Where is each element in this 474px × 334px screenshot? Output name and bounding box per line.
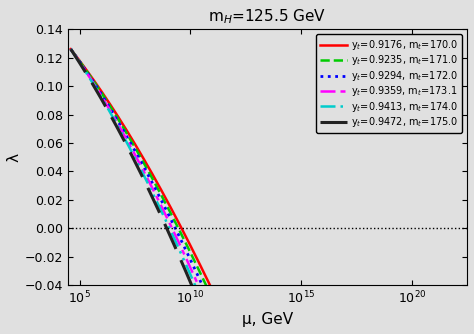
y$_t$=0.9472, m$_t$=175.0 [157, 212, 163, 216]
y$_t$=0.9235, m$_t$=171.0 [162, 199, 167, 203]
y$_t$=0.9472, m$_t$=175.0 [162, 221, 167, 225]
Line: y$_t$=0.9472, m$_t$=175.0: y$_t$=0.9472, m$_t$=175.0 [71, 49, 456, 334]
y$_t$=0.9359, m$_t$=173.1 [157, 202, 163, 206]
y$_t$=0.9176, m$_t$=170.0 [162, 194, 167, 198]
y$_t$=0.9472, m$_t$=175.0 [68, 47, 73, 51]
y$_t$=0.9413, m$_t$=174.0 [68, 47, 73, 51]
y$_t$=0.9359, m$_t$=173.1 [68, 47, 73, 51]
y$_t$=0.9235, m$_t$=171.0 [160, 195, 165, 199]
y$_t$=0.9235, m$_t$=171.0 [213, 305, 219, 309]
Line: y$_t$=0.9176, m$_t$=170.0: y$_t$=0.9176, m$_t$=170.0 [71, 49, 456, 334]
Legend: y$_t$=0.9176, m$_t$=170.0, y$_t$=0.9235, m$_t$=171.0, y$_t$=0.9294, m$_t$=172.0,: y$_t$=0.9176, m$_t$=170.0, y$_t$=0.9235,… [316, 34, 462, 133]
y$_t$=0.9176, m$_t$=170.0 [213, 296, 219, 300]
y$_t$=0.9359, m$_t$=173.1 [160, 206, 165, 210]
y$_t$=0.9294, m$_t$=172.0 [157, 196, 163, 200]
y$_t$=0.9413, m$_t$=174.0 [213, 332, 219, 334]
y$_t$=0.9294, m$_t$=172.0 [68, 47, 73, 51]
Line: y$_t$=0.9359, m$_t$=173.1: y$_t$=0.9359, m$_t$=173.1 [71, 49, 456, 334]
X-axis label: μ, GeV: μ, GeV [242, 312, 293, 327]
y$_t$=0.9294, m$_t$=172.0 [162, 204, 167, 208]
y$_t$=0.9413, m$_t$=174.0 [162, 215, 167, 219]
Line: y$_t$=0.9413, m$_t$=174.0: y$_t$=0.9413, m$_t$=174.0 [71, 49, 456, 334]
Line: y$_t$=0.9294, m$_t$=172.0: y$_t$=0.9294, m$_t$=172.0 [71, 49, 456, 334]
y$_t$=0.9472, m$_t$=175.0 [160, 217, 165, 221]
y$_t$=0.9359, m$_t$=173.1 [162, 210, 167, 214]
y$_t$=0.9176, m$_t$=170.0 [68, 47, 73, 51]
y$_t$=0.9176, m$_t$=170.0 [157, 186, 163, 190]
y$_t$=0.9176, m$_t$=170.0 [160, 190, 165, 194]
y$_t$=0.9294, m$_t$=172.0 [160, 200, 165, 204]
y$_t$=0.9235, m$_t$=171.0 [157, 191, 163, 195]
y$_t$=0.9413, m$_t$=174.0 [160, 211, 165, 215]
y$_t$=0.9413, m$_t$=174.0 [157, 207, 163, 211]
y$_t$=0.9294, m$_t$=172.0 [213, 314, 219, 318]
Line: y$_t$=0.9235, m$_t$=171.0: y$_t$=0.9235, m$_t$=171.0 [71, 49, 456, 334]
Title: m$_H$=125.5 GeV: m$_H$=125.5 GeV [209, 7, 327, 26]
Y-axis label: λ: λ [7, 153, 22, 162]
y$_t$=0.9235, m$_t$=171.0 [68, 47, 73, 51]
y$_t$=0.9359, m$_t$=173.1 [213, 324, 219, 328]
